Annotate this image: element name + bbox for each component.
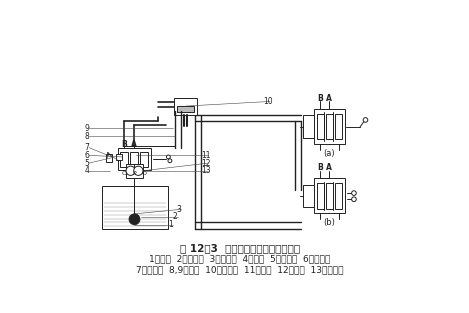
- Bar: [140, 151, 148, 167]
- Bar: [177, 106, 194, 112]
- Circle shape: [168, 159, 172, 163]
- Text: 8: 8: [84, 132, 89, 141]
- Bar: [106, 154, 112, 162]
- Text: B: B: [317, 163, 323, 172]
- Text: 10: 10: [263, 97, 272, 106]
- Bar: [303, 115, 314, 138]
- Bar: [317, 114, 324, 139]
- Circle shape: [352, 197, 356, 202]
- Bar: [314, 109, 345, 144]
- Bar: [335, 183, 342, 208]
- Bar: [130, 151, 138, 167]
- Bar: [120, 151, 129, 167]
- Bar: [126, 164, 143, 178]
- Circle shape: [134, 166, 143, 175]
- Text: 4: 4: [84, 166, 89, 175]
- Text: A: A: [131, 140, 136, 149]
- Circle shape: [166, 155, 170, 159]
- Text: P: P: [132, 171, 136, 176]
- Text: (a): (a): [324, 149, 335, 157]
- Text: A: A: [326, 163, 332, 172]
- Bar: [326, 114, 333, 139]
- Circle shape: [363, 118, 368, 122]
- Text: 7: 7: [84, 143, 89, 152]
- Text: 6: 6: [84, 151, 89, 160]
- Bar: [118, 148, 151, 170]
- Text: B: B: [317, 94, 323, 103]
- Text: (b): (b): [323, 218, 335, 227]
- Text: 2: 2: [173, 213, 178, 222]
- Text: 11: 11: [201, 151, 211, 160]
- Text: 3: 3: [177, 205, 182, 214]
- Text: B: B: [121, 140, 127, 149]
- Text: O: O: [121, 171, 126, 176]
- Text: O: O: [141, 171, 146, 176]
- Circle shape: [129, 214, 140, 225]
- Bar: [314, 178, 345, 213]
- Bar: [102, 186, 167, 228]
- Text: 13: 13: [201, 166, 211, 175]
- Bar: [335, 114, 342, 139]
- Circle shape: [126, 166, 135, 175]
- Text: 7－换向阀  8,9－管道  10－液压缸  11－油管  12－油泵  13－回油管: 7－换向阀 8,9－管道 10－液压缸 11－油管 12－油泵 13－回油管: [136, 265, 344, 274]
- Text: 1: 1: [168, 220, 173, 229]
- Bar: [174, 98, 197, 115]
- Bar: [317, 183, 324, 208]
- Text: 图 12－3  打包机液压系统简易原理图: 图 12－3 打包机液压系统简易原理图: [180, 243, 300, 253]
- Text: A: A: [326, 94, 332, 103]
- Bar: [116, 154, 122, 160]
- Text: 12: 12: [201, 159, 211, 167]
- Bar: [326, 183, 333, 208]
- Text: 9: 9: [84, 124, 89, 133]
- Text: 1－油箱  2－漏油器  3－吸油管  4－油管  5－溢流阀  6－节压阀: 1－油箱 2－漏油器 3－吸油管 4－油管 5－溢流阀 6－节压阀: [149, 255, 331, 264]
- Bar: [303, 185, 314, 207]
- Text: 5: 5: [84, 159, 89, 167]
- Circle shape: [352, 191, 356, 195]
